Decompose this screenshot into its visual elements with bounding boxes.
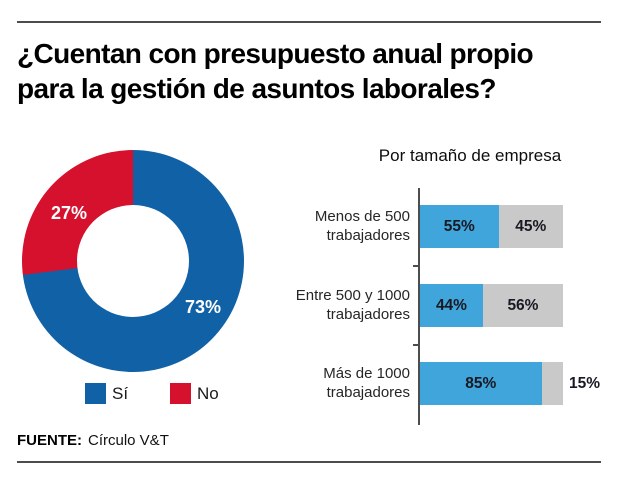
bar-value-no: 56% [507,296,539,314]
page-title-line2: para la gestión de asuntos laborales? [17,73,496,104]
bar-row-2: 44% 56% [420,284,563,327]
category-label-1: Menos de 500 trabajadores [278,207,410,245]
donut-value-yes: 73% [185,297,222,317]
category-label-3-line2: trabajadores [326,384,410,401]
source-label: FUENTE: [17,432,82,449]
axis-tick [413,265,418,267]
bar-value-no-outside: 15% [569,374,601,392]
category-label-2-line2: trabajadores [326,306,410,323]
bar-value-no: 45% [515,217,547,235]
legend-label-yes: Sí [112,384,129,403]
donut-value-no: 27% [51,203,88,223]
bar-chart-title: Por tamaño de empresa [378,146,562,165]
category-label-1-line2: trabajadores [326,227,410,244]
category-label-3: Más de 1000 trabajadores [278,364,410,402]
category-label-3-line1: Más de 1000 [323,365,410,382]
category-label-2-line1: Entre 500 y 1000 [295,287,410,304]
top-rule [17,21,601,23]
legend-swatch-no [170,383,191,404]
bar-segment-yes: 55% [420,205,499,248]
category-label-2: Entre 500 y 1000 trabajadores [278,286,410,324]
bar-row-3: 85% [420,362,563,405]
axis-tick [413,344,418,346]
bar-value-yes: 85% [465,374,497,392]
bar-segment-yes: 44% [420,284,483,327]
page-title: ¿Cuentan con presupuesto anual propio pa… [17,36,609,106]
page-title-line1: ¿Cuentan con presupuesto anual propio [17,38,534,69]
bar-value-yes: 55% [443,217,475,235]
bottom-rule [17,461,601,463]
bar-segment-yes: 85% [420,362,542,405]
bar-segment-no [541,362,563,405]
bar-segment-no: 45% [498,205,563,248]
legend-swatch-yes [85,383,106,404]
bar-value-yes: 44% [435,296,467,314]
donut-hole [77,205,189,317]
legend: Sí No [0,383,300,405]
source-value: Círculo V&T [88,432,169,449]
source-line: FUENTE: Círculo V&T [17,432,169,449]
bar-segment-no: 56% [482,284,563,327]
donut-chart-area: 27% 73% [22,150,244,372]
bar-row-1: 55% 45% [420,205,563,248]
bar-chart-axis [418,188,420,425]
legend-label-no: No [197,384,219,403]
category-label-1-line1: Menos de 500 [314,208,410,225]
